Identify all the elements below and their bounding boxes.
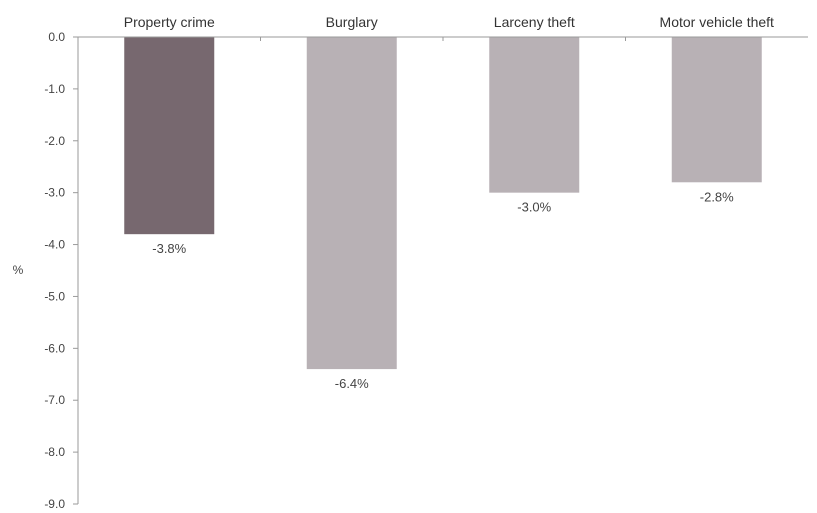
bar-motor-vehicle-theft (671, 37, 762, 183)
y-tick-label: 0.0 (48, 30, 65, 44)
y-tick-label: -4.0 (44, 238, 65, 252)
category-label: Larceny theft (494, 14, 575, 30)
y-tick-label: -1.0 (44, 82, 65, 96)
data-label: -3.0% (517, 200, 551, 215)
data-label: -2.8% (700, 189, 734, 204)
labels-group: Property crime -3.8% Burglary -6.4% Larceny … (44, 14, 774, 511)
y-tick-label: -9.0 (44, 497, 65, 511)
bars-group (124, 37, 762, 370)
y-tick-label: -7.0 (44, 393, 65, 407)
data-label: -6.4% (335, 376, 369, 391)
bar-property-crime (124, 37, 215, 235)
category-label: Burglary (326, 14, 378, 30)
axes-group (73, 36, 808, 505)
y-tick-label: -6.0 (44, 341, 65, 355)
bar-larceny-theft (489, 37, 580, 193)
category-label: Property crime (124, 14, 215, 30)
bar-burglary (306, 37, 397, 370)
y-tick-label: -8.0 (44, 445, 65, 459)
y-tick-label: -3.0 (44, 186, 65, 200)
y-tick-label: -2.0 (44, 134, 65, 148)
y-axis-title: % (13, 263, 24, 277)
category-label: Motor vehicle theft (660, 14, 774, 30)
data-label: -3.8% (152, 241, 186, 256)
y-tick-label: -5.0 (44, 289, 65, 303)
